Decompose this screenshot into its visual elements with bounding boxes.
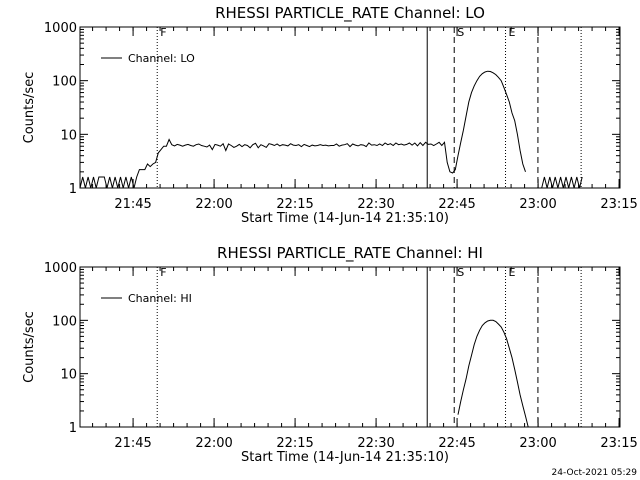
event-marker-label: E <box>509 26 516 39</box>
x-axis-label: Start Time (14-Jun-14 21:35:10) <box>241 211 449 226</box>
y-tick-label: 1000 <box>44 261 77 276</box>
x-tick-label: 22:00 <box>195 436 232 451</box>
x-tick-label: 22:30 <box>357 197 394 212</box>
event-marker-label: F <box>160 26 166 39</box>
series-line <box>79 70 526 189</box>
panel-lo: RHESSI PARTICLE_RATE Channel: LO 1 10 100 10… <box>22 4 638 226</box>
y-axis-label: Counts/sec <box>22 311 37 383</box>
x-tick-label: 22:15 <box>276 197 313 212</box>
y-tick-label: 100 <box>52 314 77 329</box>
x-axis-label: Start Time (14-Jun-14 21:35:10) <box>241 450 449 465</box>
x-tick-label: 23:15 <box>600 197 637 212</box>
event-marker-label: S <box>457 266 464 279</box>
x-tick-label: 22:00 <box>195 197 232 212</box>
y-tick-label: 1 <box>69 182 77 197</box>
x-tick-label: 22:45 <box>438 197 475 212</box>
series-line <box>541 176 583 189</box>
x-tick-label: 22:45 <box>438 436 475 451</box>
plot-frame <box>79 26 621 189</box>
x-tick-label: 22:30 <box>357 436 394 451</box>
y-tick-label: 1000 <box>44 21 77 36</box>
y-tick-label: 1 <box>69 421 77 436</box>
x-tick-label: 21:45 <box>114 197 151 212</box>
series-line <box>457 319 529 428</box>
footer-timestamp: 24-Oct-2021 05:29 <box>552 468 638 478</box>
chart-title: RHESSI PARTICLE_RATE Channel: HI <box>217 244 483 263</box>
x-tick-label: 23:00 <box>519 197 556 212</box>
y-tick-label: 10 <box>60 128 77 143</box>
x-tick-label: 23:15 <box>600 436 637 451</box>
x-tick-label: 22:15 <box>276 436 313 451</box>
plot-frame <box>79 266 621 428</box>
y-axis-label: Counts/sec <box>22 72 37 144</box>
panel-hi: RHESSI PARTICLE_RATE Channel: HI 1 10 100 10… <box>22 244 638 465</box>
y-tick-label: 100 <box>52 75 77 90</box>
event-marker-label: F <box>160 266 166 279</box>
event-marker-label: E <box>509 266 516 279</box>
legend-label: Channel: LO <box>128 52 195 65</box>
x-tick-label: 23:00 <box>519 436 556 451</box>
event-marker-label: S <box>457 26 464 39</box>
chart-title: RHESSI PARTICLE_RATE Channel: LO <box>215 4 485 23</box>
legend-label: Channel: HI <box>128 292 192 305</box>
y-tick-label: 10 <box>60 368 77 383</box>
x-tick-label: 21:45 <box>114 436 151 451</box>
